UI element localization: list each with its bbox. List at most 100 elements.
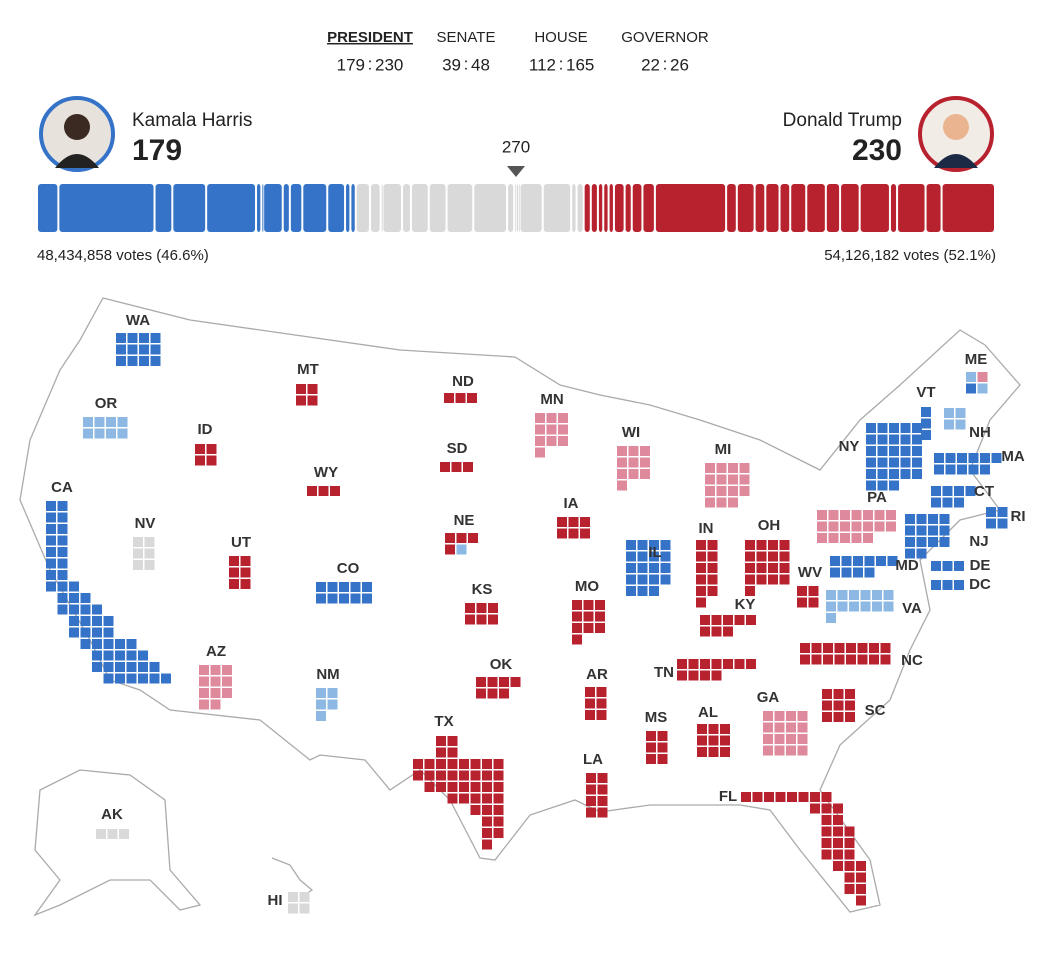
state-tile <box>876 556 886 566</box>
state-label[interactable]: MA <box>1001 448 1024 465</box>
state-label[interactable]: DE <box>970 557 991 574</box>
state-tile <box>711 659 722 669</box>
state-label[interactable]: NM <box>316 666 339 683</box>
state-tile <box>821 849 832 860</box>
state-label[interactable]: IN <box>699 520 714 537</box>
state-tile <box>774 745 785 756</box>
state-label[interactable]: UT <box>231 534 251 551</box>
state-label[interactable]: WI <box>622 424 640 441</box>
tab-label[interactable]: HOUSE <box>534 29 587 46</box>
state-label[interactable]: NJ <box>969 533 988 550</box>
state-tile <box>965 486 976 496</box>
state-label[interactable]: PA <box>867 489 887 506</box>
state-tile <box>921 430 931 440</box>
state-label[interactable]: VT <box>916 384 935 401</box>
state-label[interactable]: OK <box>490 656 513 673</box>
tab-label[interactable]: SENATE <box>437 29 496 46</box>
state-label[interactable]: VA <box>902 600 922 617</box>
state-label[interactable]: KY <box>735 596 756 613</box>
state-label[interactable]: NE <box>454 512 475 529</box>
state-label[interactable]: AR <box>586 666 608 683</box>
state-tile <box>447 793 458 804</box>
state-label[interactable]: OH <box>758 517 781 534</box>
state-tile <box>877 457 888 468</box>
state-label[interactable]: GA <box>757 689 780 706</box>
state-tile <box>874 510 885 520</box>
state-tile <box>944 419 954 430</box>
state-label[interactable]: AZ <box>206 643 226 660</box>
state-label[interactable]: DC <box>969 576 991 593</box>
bar-segment <box>598 184 603 232</box>
state-label[interactable]: NV <box>135 515 156 532</box>
state-tile <box>546 436 557 446</box>
state-label[interactable]: WY <box>314 464 338 481</box>
state-label[interactable]: MD <box>895 557 918 574</box>
state-tile <box>866 434 876 445</box>
state-label[interactable]: TX <box>434 713 453 730</box>
state-label[interactable]: MO <box>575 578 599 595</box>
state-label[interactable]: CA <box>51 479 73 496</box>
state-label[interactable]: CO <box>337 560 360 577</box>
state-tile <box>763 745 773 756</box>
state-tile <box>905 537 915 547</box>
state-tile <box>931 486 941 496</box>
state-tile <box>821 838 832 848</box>
state-tile <box>707 551 718 562</box>
state-label[interactable]: TN <box>654 664 674 681</box>
state-label[interactable]: CT <box>974 483 994 500</box>
state-label[interactable]: MT <box>297 361 319 378</box>
state-label[interactable]: SD <box>447 440 468 457</box>
state-label[interactable]: IL <box>648 544 661 561</box>
state-label[interactable]: IA <box>564 495 579 512</box>
bar-segment <box>155 184 172 232</box>
state-tile <box>660 574 671 585</box>
state-tile <box>596 698 607 709</box>
state-tile <box>288 892 298 902</box>
state-tile <box>866 446 876 456</box>
bar-segment <box>780 184 790 232</box>
state-tile <box>119 829 129 839</box>
state-label[interactable]: ME <box>965 351 988 368</box>
state-tile <box>493 759 504 769</box>
state-label[interactable]: AL <box>698 704 718 721</box>
state-label[interactable]: MN <box>540 391 563 408</box>
tab-label[interactable]: GOVERNOR <box>621 29 709 46</box>
bar-segment <box>609 184 613 232</box>
state-label[interactable]: MS <box>645 709 668 726</box>
state-tile <box>57 593 68 603</box>
state-tile <box>127 344 138 355</box>
state-label[interactable]: NC <box>901 652 923 669</box>
state-label[interactable]: HI <box>268 892 283 909</box>
state-tile <box>92 627 102 638</box>
state-tile <box>856 861 866 871</box>
state-tile <box>954 497 964 508</box>
state-tile <box>822 712 832 722</box>
state-label[interactable]: WA <box>126 312 150 329</box>
state-tile <box>637 586 648 596</box>
state-label[interactable]: KS <box>472 581 493 598</box>
state-tile <box>787 792 797 802</box>
state-label[interactable]: ND <box>452 373 474 390</box>
state-tile <box>677 659 687 669</box>
state-label[interactable]: SC <box>865 702 886 719</box>
state-label[interactable]: MI <box>715 441 732 458</box>
state-label[interactable]: NH <box>969 424 991 441</box>
state-tile <box>986 507 996 517</box>
state-tile <box>826 601 836 612</box>
state-label[interactable]: WV <box>798 564 822 581</box>
state-label[interactable]: ID <box>198 421 213 438</box>
state-label[interactable]: RI <box>1011 508 1026 525</box>
state-tile <box>57 581 68 592</box>
state-label[interactable]: FL <box>719 788 737 805</box>
state-tile <box>586 796 596 806</box>
state-label[interactable]: OR <box>95 395 118 412</box>
state-tile <box>657 742 668 753</box>
state-label[interactable]: NY <box>839 438 860 455</box>
state-tile <box>752 792 763 802</box>
state-tile <box>864 567 875 578</box>
tab-label[interactable]: PRESIDENT <box>327 29 413 46</box>
state-label[interactable]: LA <box>583 751 603 768</box>
state-tile <box>413 759 423 769</box>
bar-segment <box>826 184 840 232</box>
state-label[interactable]: AK <box>101 806 123 823</box>
